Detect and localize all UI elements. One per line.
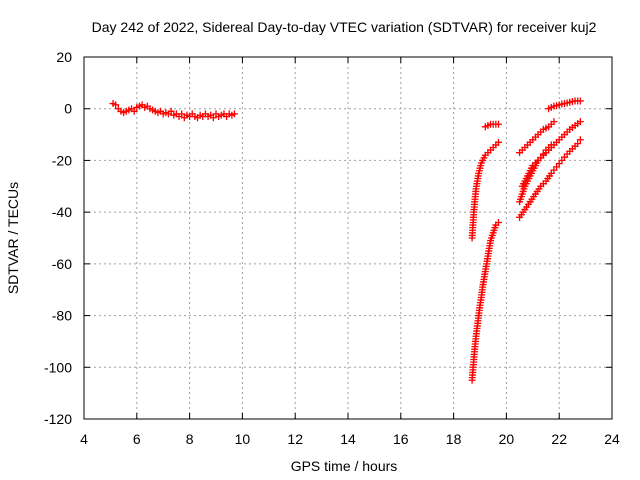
y-tick-label: -20 bbox=[52, 152, 72, 168]
y-tick-label: -40 bbox=[52, 204, 72, 220]
y-tick-label: 20 bbox=[56, 49, 72, 65]
x-tick-label: 24 bbox=[604, 431, 620, 447]
data-series bbox=[109, 100, 238, 122]
data-series bbox=[516, 136, 584, 221]
data-point bbox=[576, 136, 584, 144]
data-series bbox=[518, 118, 584, 190]
x-tick-label: 4 bbox=[80, 431, 88, 447]
x-tick-label: 14 bbox=[340, 431, 356, 447]
data-point bbox=[112, 101, 120, 109]
y-tick-label: -60 bbox=[52, 256, 72, 272]
data-series bbox=[481, 120, 502, 131]
x-tick-label: 18 bbox=[446, 431, 462, 447]
data-point bbox=[230, 110, 238, 118]
chart-title: Day 242 of 2022, Sidereal Day-to-day VTE… bbox=[92, 19, 597, 35]
data-point bbox=[130, 107, 138, 115]
x-tick-label: 16 bbox=[393, 431, 409, 447]
y-axis-title: SDTVAR / TECUs bbox=[5, 182, 21, 294]
data-point bbox=[178, 110, 186, 118]
data-point bbox=[494, 218, 502, 226]
x-tick-label: 6 bbox=[133, 431, 141, 447]
data-series bbox=[468, 218, 502, 384]
data-series bbox=[516, 118, 558, 157]
y-tick-label: 0 bbox=[64, 101, 72, 117]
data-point bbox=[494, 120, 502, 128]
data-point bbox=[576, 118, 584, 126]
data-points bbox=[109, 97, 584, 384]
y-tick-label: -80 bbox=[52, 308, 72, 324]
x-tick-label: 12 bbox=[287, 431, 303, 447]
data-series bbox=[468, 138, 502, 242]
data-point bbox=[574, 140, 582, 148]
x-tick-label: 10 bbox=[235, 431, 251, 447]
data-point bbox=[209, 114, 217, 122]
data-point bbox=[494, 138, 502, 146]
axis-ticks: 4 6 8 10 12 14 16 18 20 22 24 20 0 -20 -40 -60 -80 -100 -1… bbox=[44, 49, 620, 447]
data-point bbox=[576, 97, 584, 105]
x-tick-label: 20 bbox=[499, 431, 515, 447]
y-tick-label: -100 bbox=[44, 359, 72, 375]
x-tick-label: 22 bbox=[551, 431, 567, 447]
x-tick-label: 8 bbox=[186, 431, 194, 447]
data-series bbox=[545, 97, 584, 113]
data-point bbox=[550, 118, 558, 126]
y-tick-label: -120 bbox=[44, 411, 72, 427]
data-point bbox=[167, 107, 175, 115]
x-axis-title: GPS time / hours bbox=[291, 458, 398, 474]
